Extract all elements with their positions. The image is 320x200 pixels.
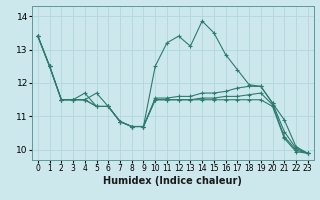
X-axis label: Humidex (Indice chaleur): Humidex (Indice chaleur)	[103, 176, 242, 186]
